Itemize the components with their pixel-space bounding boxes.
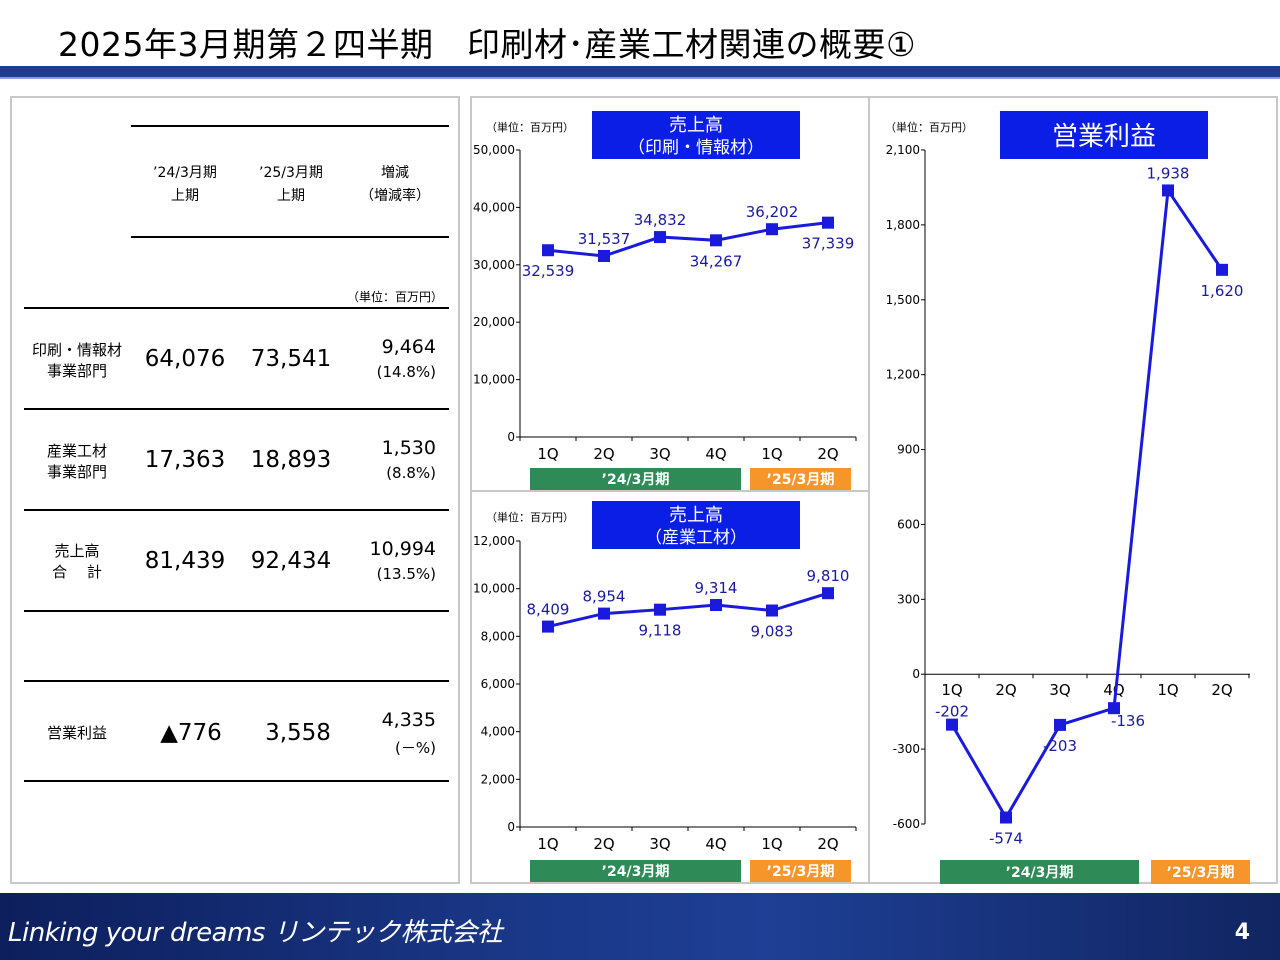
row-label-line2: 事業部門 [46,463,107,481]
value-25: 3,558 [265,720,331,746]
summary-table-panel [10,96,460,884]
row-label-printing: 印刷・情報材 事業部門 [22,340,132,382]
value-24: 17,363 [144,447,226,473]
footer-bar [0,893,1280,960]
chart-panel-operating-income [868,96,1278,884]
change-value: 1,530 [381,437,436,459]
table-rule [24,780,449,782]
title-underline-bar [0,66,1280,77]
change-rate: (13.5%) [376,565,436,583]
row-label-line2: 事業部門 [46,362,107,380]
value-25: 92,434 [250,548,332,574]
header-25-line2: 上期 [277,188,305,204]
value-24: 64,076 [144,346,226,372]
value-25: 18,893 [250,447,332,473]
chart-panel-industrial-sales [470,490,870,884]
table-rule [24,610,449,612]
title-underline-accent [0,77,1280,79]
row-label-total-sales: 売上高 合 計 [22,541,132,583]
change-rate: (8.8%) [386,464,436,482]
change-value: 9,464 [381,336,436,358]
header-24-period: ’24/3月期 上期 [130,162,240,208]
header-24-line2: 上期 [171,188,199,204]
change-rate: (14.8%) [376,363,436,381]
row-label-line1: 売上高 [54,542,100,560]
header-25-period: ’25/3月期 上期 [236,162,346,208]
header-24-line1: ’24/3月期 [153,165,217,181]
row-label-operating-income: 営業利益 [46,724,107,742]
change-rate: (－%) [395,739,436,757]
row-label-line1: 産業工材 [46,442,107,460]
header-change: 増減 （増減率） [340,162,450,208]
row-label-line2: 合 計 [52,563,102,581]
table-rule [24,408,449,410]
change-value: 10,994 [369,538,436,560]
table-rule [131,125,449,127]
table-rule [24,509,449,511]
header-change-line1: 増減 [381,165,409,181]
unit-label: （単位：百万円） [346,290,443,304]
value-24: 81,439 [144,548,226,574]
company-logo: Linking your dreams リンテック株式会社 [8,918,503,948]
change-value: 4,335 [381,709,436,731]
chart-panel-printing-sales [470,96,870,492]
table-rule [24,680,449,682]
page-title: 2025年3月期第２四半期 印刷材･産業工材関連の概要① [58,25,917,64]
value-24: ▲776 [160,720,222,746]
page-number: 4 [1234,920,1250,945]
table-rule [24,307,449,309]
header-25-line1: ’25/3月期 [259,165,323,181]
row-label-line1: 印刷・情報材 [31,341,122,359]
value-25: 73,541 [250,346,332,372]
table-rule [131,236,449,238]
row-label-industrial: 産業工材 事業部門 [22,441,132,483]
header-change-line2: （増減率） [360,188,430,204]
